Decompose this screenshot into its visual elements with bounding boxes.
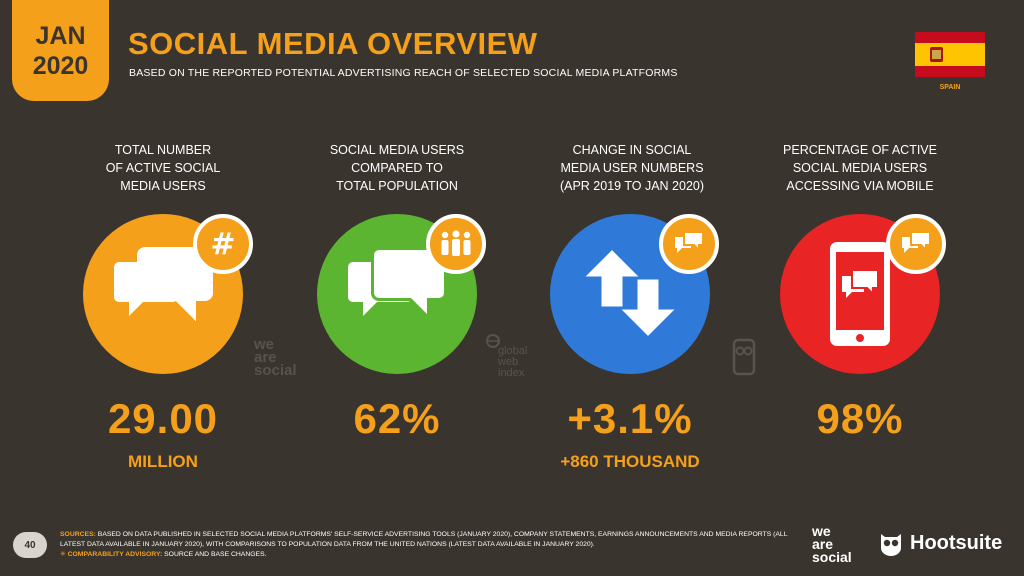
hashtag-badge: # <box>193 214 253 274</box>
wearesocial-logo: we are social <box>812 523 852 565</box>
chat-bubbles-icon <box>675 231 704 253</box>
value-total-users-unit: MILLION <box>128 452 198 471</box>
chat-badge <box>659 214 719 274</box>
advisory-label: COMPARABILITY ADVISORY: <box>67 551 163 558</box>
people-badge <box>426 214 486 274</box>
stat-label-total-users: TOTAL NUMBER OF ACTIVE SOCIAL MEDIA USER… <box>105 143 221 193</box>
people-icon <box>441 230 471 256</box>
page-subtitle: BASED ON THE REPORTED POTENTIAL ADVERTIS… <box>129 67 678 79</box>
hashtag-icon: # <box>210 226 236 262</box>
hootsuite-logo: Hootsuite <box>878 530 1002 556</box>
stat-label-change: CHANGE IN SOCIAL MEDIA USER NUMBERS (APR… <box>559 143 705 193</box>
chat-badge-mobile <box>886 214 946 274</box>
chat-bubbles-icon <box>348 247 447 322</box>
value-change-absolute: +860 THOUSAND <box>560 452 700 471</box>
sources-body: BASED ON DATA PUBLISHED IN SELECTED SOCI… <box>60 531 788 548</box>
value-mobile-percent: 98% <box>816 395 904 442</box>
spain-flag-icon <box>915 32 985 77</box>
date-year: 2020 <box>32 51 89 80</box>
up-down-arrows-icon <box>578 245 682 341</box>
page-title: SOCIAL MEDIA OVERVIEW <box>128 26 538 61</box>
value-change-percent: +3.1% <box>567 395 693 442</box>
total-users-circle <box>83 214 243 374</box>
mobile-phone-icon <box>830 242 890 346</box>
date-badge: JAN 2020 <box>12 0 109 101</box>
owl-watermark-icon <box>732 338 756 376</box>
stat-label-mobile: PERCENTAGE OF ACTIVE SOCIAL MEDIA USERS … <box>783 143 937 193</box>
hootsuite-wordmark: Hootsuite <box>910 531 1003 554</box>
value-total-users: 29.00 <box>107 395 219 442</box>
advisory-icon: ✳ <box>60 551 68 558</box>
value-users-vs-population: 62% <box>353 395 441 442</box>
date-month: JAN <box>35 21 86 50</box>
page-number: 40 <box>13 532 47 558</box>
sources-label: SOURCES: <box>60 531 96 538</box>
sources-text: SOURCES: BASED ON DATA PUBLISHED IN SELE… <box>60 530 800 560</box>
country-label: SPAIN <box>939 84 961 91</box>
advisory-body: SOURCE AND BASE CHANGES. <box>164 551 267 558</box>
chat-bubbles-icon <box>902 231 931 253</box>
chat-bubbles-icon <box>114 247 213 322</box>
stat-label-users-vs-population: SOCIAL MEDIA USERS COMPARED TO TOTAL POP… <box>329 143 465 193</box>
owl-icon <box>881 534 901 556</box>
globe-icon <box>486 334 500 348</box>
wearesocial-watermark: we are social <box>254 336 297 379</box>
